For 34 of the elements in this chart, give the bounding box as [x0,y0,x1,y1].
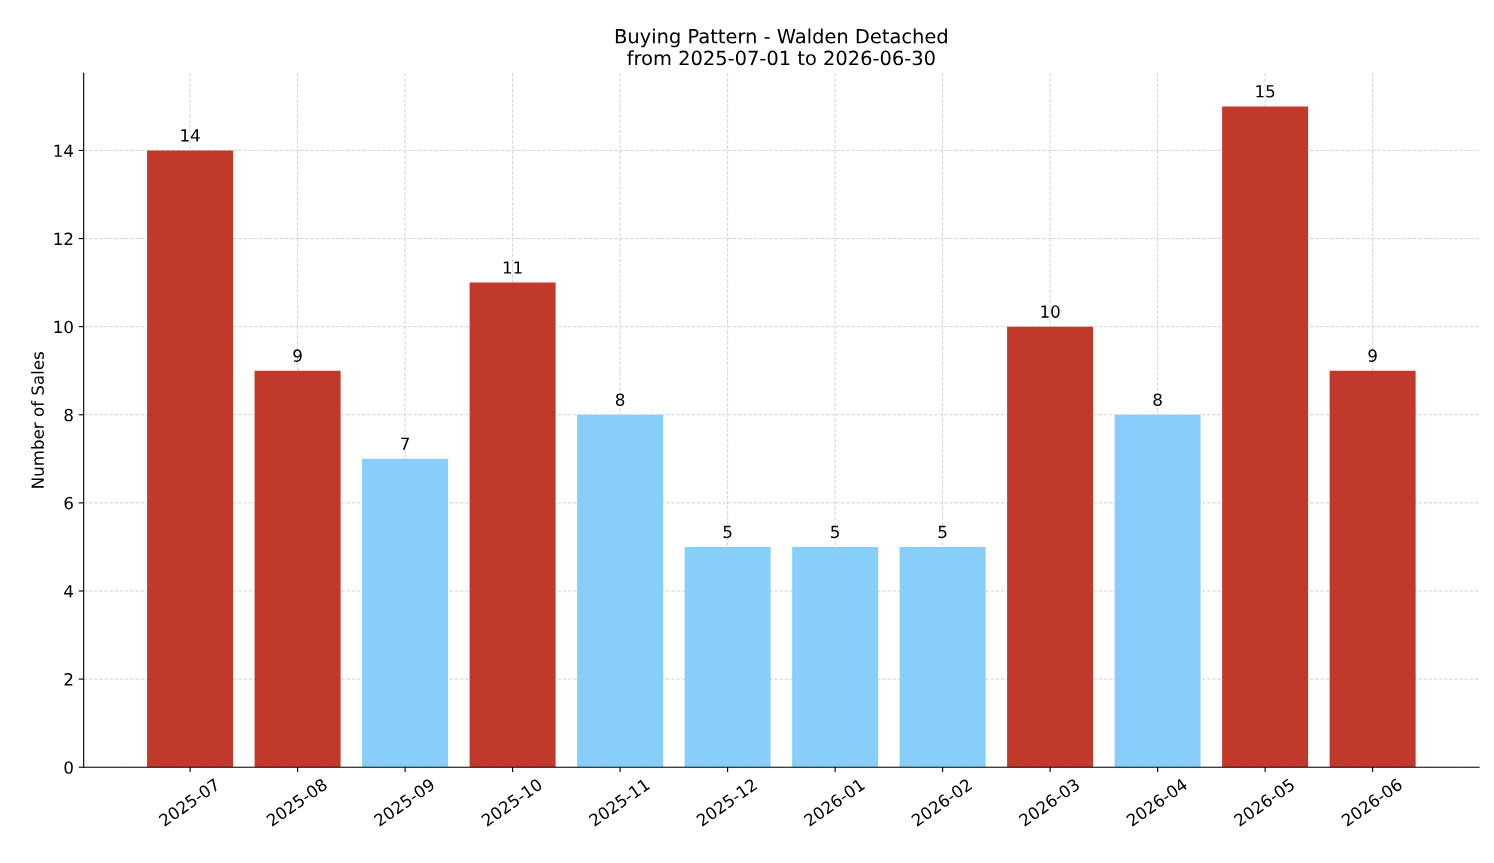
data-label: 5 [938,525,947,539]
data-label: 7 [401,437,409,450]
y-tick-label: 4 [64,585,74,598]
y-tick-label: 12 [54,232,73,245]
bar [577,414,664,768]
bar [1114,414,1201,768]
data-label: 11 [503,261,522,274]
bar [362,458,449,768]
y-tick-label: 14 [54,144,74,157]
data-label: 9 [1368,349,1377,362]
bar [1222,106,1309,768]
data-label: 5 [831,525,839,539]
data-label: 8 [1153,393,1162,406]
data-label: 14 [181,129,200,142]
bar [1007,326,1094,768]
bar [684,546,771,768]
bar [469,282,556,768]
y-tick-label: 0 [64,761,73,774]
bar [792,546,879,768]
y-tick-label: 2 [64,673,73,686]
bar [147,150,234,768]
data-label: 10 [1041,305,1060,318]
y-tick-label: 8 [64,408,73,422]
data-label: 5 [723,525,732,539]
chart-title: Buying Pattern - Walden Detached from 2025-07-01 to 2026-06-30 [615,28,947,66]
y-tick-label: 6 [64,496,73,510]
bar [1329,370,1416,768]
data-label: 8 [615,393,625,406]
y-tick-label: 10 [54,320,73,334]
data-label: 9 [293,349,302,362]
data-label: 15 [1256,85,1275,98]
bar [899,546,986,768]
y-axis-title: Number of Sales [31,352,44,488]
bar [254,370,341,768]
